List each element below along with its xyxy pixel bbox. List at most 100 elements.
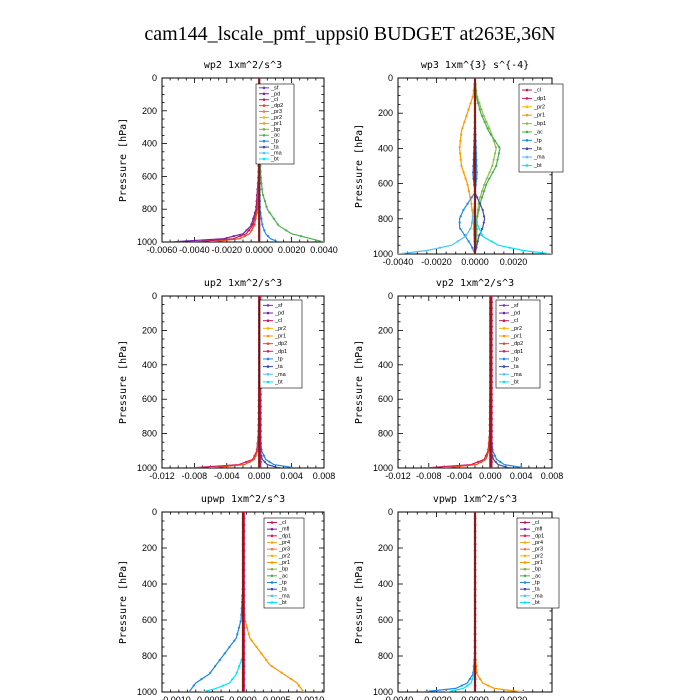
x-tick-label: 0.0005 <box>263 695 291 700</box>
series-marker <box>494 152 497 155</box>
series-marker <box>492 158 495 161</box>
series-marker <box>494 139 497 142</box>
legend: _sf _pd_cl _pr2_pr1 _dp2 _dp1_tp _ta _ma_bt <box>495 299 541 389</box>
series-marker <box>478 234 481 237</box>
series-marker <box>261 188 264 191</box>
series-marker <box>464 177 467 180</box>
x-tick-label: -0.008 <box>416 471 442 481</box>
series-line-dp2 <box>210 78 260 242</box>
series-marker <box>237 626 240 629</box>
legend-entry: _cl <box>270 97 278 103</box>
series-marker <box>209 671 212 674</box>
legend-entry: _bt <box>270 156 279 162</box>
legend-marker <box>270 541 274 544</box>
series-marker <box>471 208 474 212</box>
panel-title: up2 1xm^2/s^3 <box>204 278 282 289</box>
x-tick-label: -0.012 <box>385 471 411 481</box>
series-marker <box>523 466 527 468</box>
series-marker <box>478 227 481 230</box>
series-line-pd <box>170 78 260 242</box>
legend-entry: _ta <box>533 146 543 152</box>
legend-entry: _dp1 <box>533 96 546 102</box>
series-marker <box>265 658 268 662</box>
legend-marker <box>270 554 274 558</box>
legend-marker <box>525 164 529 167</box>
legend-marker <box>502 311 506 315</box>
series-marker <box>480 460 483 463</box>
legend-entry: _cl <box>510 318 518 324</box>
legend-entry: _tp <box>510 356 519 362</box>
y-tick-label: 400 <box>378 360 393 370</box>
plot-frame <box>161 77 325 243</box>
legend-entry: _pr1 <box>533 113 545 119</box>
y-tick-label: 200 <box>378 108 393 118</box>
x-tick-label: -0.0040 <box>179 245 210 255</box>
series-marker <box>469 227 472 230</box>
series-marker <box>498 146 501 149</box>
legend-marker <box>262 92 266 96</box>
y-tick-label: 200 <box>378 325 393 335</box>
x-tick-label: 0.0000 <box>229 695 257 700</box>
series-marker <box>482 221 485 224</box>
series-marker <box>478 108 481 111</box>
series-marker <box>262 454 265 457</box>
series-marker <box>480 196 484 199</box>
series-marker <box>471 95 474 98</box>
legend-marker <box>523 574 527 578</box>
series-line-pr1 <box>474 512 524 692</box>
y-tick-label: 800 <box>142 429 157 439</box>
series-marker <box>272 217 275 220</box>
legend-entry: _dp2 <box>510 341 523 347</box>
x-tick-label: 0.0000 <box>461 695 489 700</box>
series-marker <box>263 229 266 232</box>
legend-marker <box>525 147 529 151</box>
x-tick-label: 0.004 <box>280 471 303 481</box>
series-marker <box>483 120 486 124</box>
series-marker <box>263 460 266 463</box>
legend-entry: _bt <box>278 600 287 606</box>
series-marker <box>277 240 280 242</box>
y-tick-label: 1000 <box>373 687 393 697</box>
legend-entry: _ac <box>533 129 543 135</box>
legend-marker <box>523 521 527 524</box>
series-marker <box>487 684 490 687</box>
series-marker <box>488 177 491 180</box>
y-tick-label: 800 <box>378 214 393 224</box>
x-tick-label: 0.0000 <box>245 245 273 255</box>
series-marker <box>238 665 241 668</box>
series-line-bt <box>445 512 476 692</box>
x-tick-label: -0.0005 <box>194 695 225 700</box>
y-tick-label: 400 <box>142 139 157 149</box>
legend-marker <box>262 98 266 101</box>
series-marker <box>222 684 225 687</box>
legend: _cl _dp1 _pr2 _pr1 _bp1 _ac _tp _ta _ma _bt <box>518 83 564 173</box>
legend-marker <box>525 88 529 92</box>
legend-marker <box>502 372 506 376</box>
legend-marker <box>270 587 274 591</box>
series-marker <box>245 229 248 232</box>
x-tick-label: -0.0020 <box>212 245 243 255</box>
x-tick-label: -0.012 <box>149 471 175 481</box>
legend-entry: _tp <box>278 580 287 586</box>
series-group <box>398 78 552 254</box>
y-axis-label: Pressure [hPa] <box>118 340 129 424</box>
legend-entry: _ma <box>274 372 287 378</box>
series-marker <box>466 202 469 205</box>
legend-entry: _pr1 <box>278 560 290 566</box>
series-marker <box>187 690 191 692</box>
panel-5: upwp 1xm^2/s^3 Pressure [hPa] 0 200 400 600 80… <box>118 494 325 700</box>
series-marker <box>420 690 423 692</box>
legend-marker <box>270 601 274 604</box>
series-marker <box>508 466 511 468</box>
series-line-dp2 <box>210 296 260 468</box>
series-marker <box>218 658 221 662</box>
x-tick-label: 0.000 <box>248 471 271 481</box>
legend-marker <box>262 157 266 161</box>
series-marker <box>482 114 485 117</box>
series-marker <box>493 454 496 457</box>
series-line-tp <box>421 512 476 692</box>
legend-entry: _pd <box>274 311 284 317</box>
series-marker <box>297 684 300 687</box>
legend-entry: _cl <box>274 318 282 324</box>
legend-entry: _ac <box>531 573 541 579</box>
